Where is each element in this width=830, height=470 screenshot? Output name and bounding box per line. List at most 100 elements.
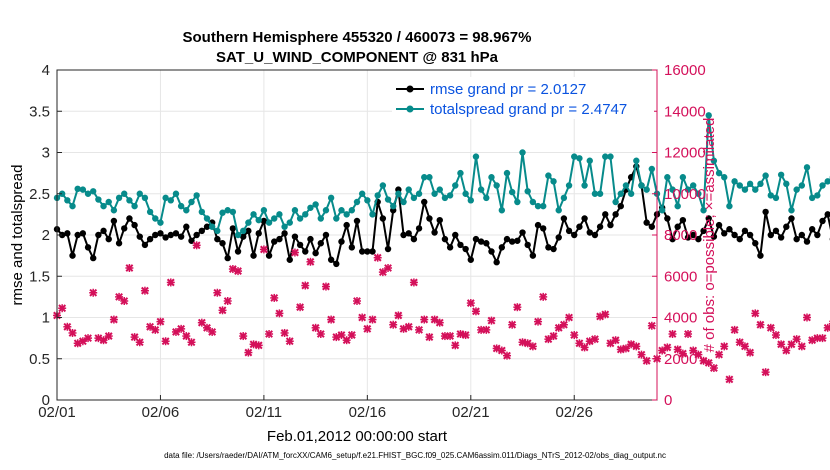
data-point [224,254,231,262]
data-point [74,231,81,239]
data-point [746,231,754,239]
y-axis-label-right: # of obs: o=possible; ×=assimilated [701,118,718,353]
data-point [338,207,345,214]
data-point [705,112,712,119]
obs-marker [461,331,470,340]
data-point [219,209,226,216]
data-point [162,194,169,202]
data-point [245,219,252,226]
data-point [669,186,676,193]
obs-marker [756,320,765,329]
data-point [602,211,609,218]
data-point [793,186,800,193]
obs-marker [218,306,227,315]
obs-marker [156,317,165,326]
data-point [783,223,790,230]
obs-marker [751,309,760,318]
data-point [193,192,200,199]
data-point [141,194,149,202]
data-point [741,227,749,235]
data-point [208,223,216,230]
data-point [58,231,66,239]
obs-marker [208,327,217,336]
obs-marker [549,332,558,341]
data-point [664,174,671,181]
data-point [265,252,273,259]
data-point [167,197,174,204]
obs-marker [135,338,144,347]
data-point [364,248,371,255]
data-point [746,180,754,188]
data-point [684,234,692,241]
data-point [571,231,578,239]
obs-marker [275,309,284,318]
data-point [410,235,418,243]
data-point [803,238,811,245]
data-point [353,217,361,225]
x-tick-label: 02/01 [38,404,76,421]
data-point [400,198,407,206]
obs-marker [678,349,687,358]
obs-marker [301,281,310,290]
data-point [731,231,738,239]
data-point [405,230,412,237]
data-point [90,188,97,195]
obs-marker [171,327,180,336]
data-point [240,227,247,235]
obs-marker [503,351,511,360]
obs-marker [694,350,703,359]
data-point [100,202,107,210]
data-point [302,248,309,255]
obs-marker [611,336,620,345]
data-point [234,248,242,255]
data-point [193,231,200,239]
x-tick-label: 02/11 [246,404,282,421]
legend-box [392,77,654,119]
data-point [777,171,785,178]
data-point [167,231,174,239]
x-axis-label: Feb.01,2012 00:00:00 start [267,428,448,445]
data-point [136,233,143,240]
data-point [545,172,552,179]
data-point [524,241,531,249]
data-point [710,157,718,164]
data-point [560,215,568,222]
data-point [452,182,459,189]
data-point [121,190,128,197]
data-point [726,226,733,233]
data-point [788,215,795,222]
data-point [643,219,650,226]
data-point [690,231,697,239]
obs-marker [777,340,786,349]
data-point [752,186,759,193]
data-point [529,252,537,259]
data-point [333,215,340,222]
data-point [146,235,154,243]
data-point [64,230,71,237]
obs-marker [58,304,67,313]
y-right-tick-label: 0 [664,392,672,409]
y-tick-label: 1.5 [29,268,50,285]
y-tick-label: 4 [42,62,50,79]
data-point [612,198,619,206]
y-right-tick-label: 6000 [664,268,697,285]
obs-marker [435,318,444,327]
data-point [710,233,718,240]
y-tick-label: 2.5 [29,186,50,203]
obs-marker [280,328,289,337]
data-point [245,227,252,235]
data-point [777,234,785,241]
data-point [390,202,397,210]
data-point [317,215,324,222]
data-point [152,215,159,222]
data-point [648,165,656,173]
data-point [152,231,159,239]
obs-marker [792,335,801,344]
data-point [483,194,490,202]
data-point [695,235,702,243]
y-right-tick-label: 4000 [664,310,697,327]
data-point [508,188,516,196]
legend-rmse-marker [406,85,414,93]
data-point [426,215,433,222]
obs-marker [187,338,196,347]
